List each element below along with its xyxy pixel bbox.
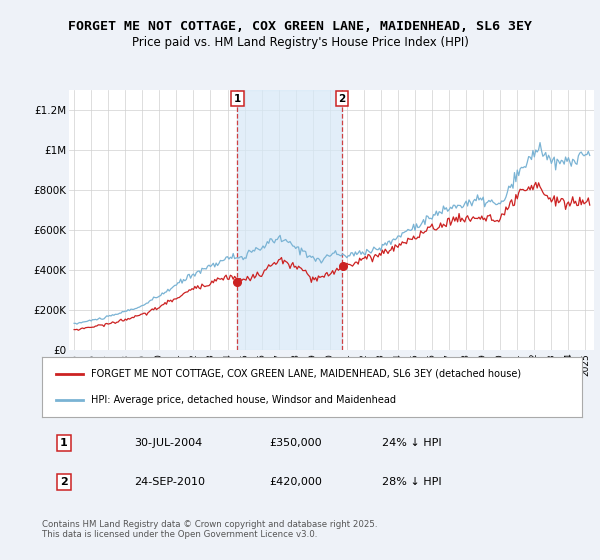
Text: 24% ↓ HPI: 24% ↓ HPI (382, 438, 442, 448)
Bar (238, 90, 342, 350)
Text: 2: 2 (338, 94, 346, 104)
Text: FORGET ME NOT COTTAGE, COX GREEN LANE, MAIDENHEAD, SL6 3EY: FORGET ME NOT COTTAGE, COX GREEN LANE, M… (68, 20, 532, 32)
Text: £420,000: £420,000 (269, 477, 322, 487)
Text: 2: 2 (60, 477, 67, 487)
Text: 1: 1 (60, 438, 67, 448)
Text: FORGET ME NOT COTTAGE, COX GREEN LANE, MAIDENHEAD, SL6 3EY (detached house): FORGET ME NOT COTTAGE, COX GREEN LANE, M… (91, 368, 521, 379)
Text: 1: 1 (234, 94, 241, 104)
Text: Contains HM Land Registry data © Crown copyright and database right 2025.
This d: Contains HM Land Registry data © Crown c… (42, 520, 377, 539)
Text: Price paid vs. HM Land Registry's House Price Index (HPI): Price paid vs. HM Land Registry's House … (131, 36, 469, 49)
Text: HPI: Average price, detached house, Windsor and Maidenhead: HPI: Average price, detached house, Wind… (91, 395, 395, 405)
Text: 28% ↓ HPI: 28% ↓ HPI (382, 477, 442, 487)
Text: £350,000: £350,000 (269, 438, 322, 448)
Text: 24-SEP-2010: 24-SEP-2010 (134, 477, 205, 487)
Text: 30-JUL-2004: 30-JUL-2004 (134, 438, 202, 448)
